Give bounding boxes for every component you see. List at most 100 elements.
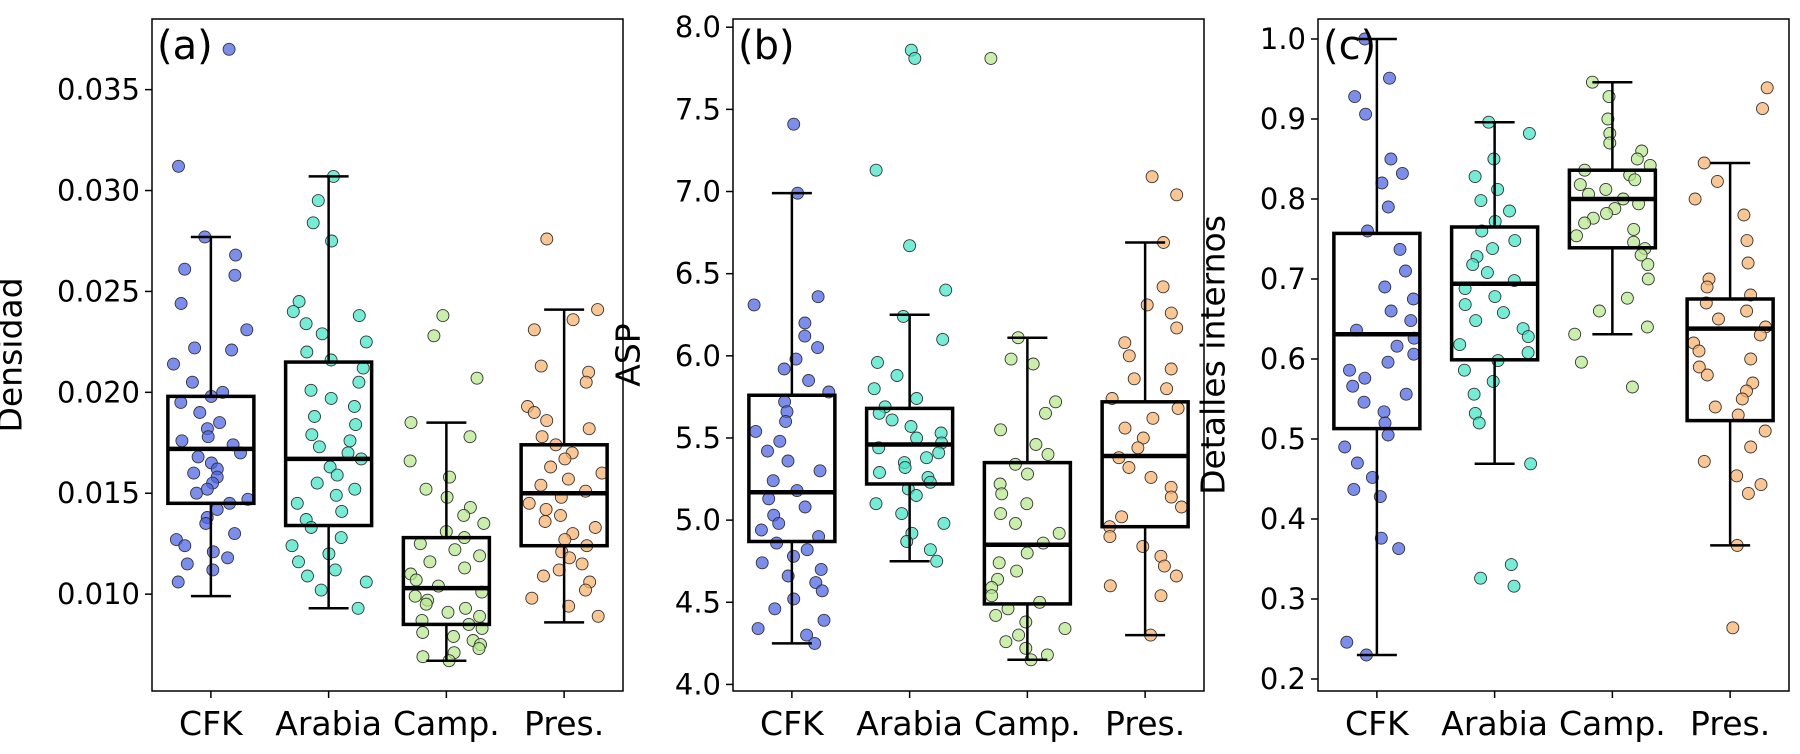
data-point [1164, 306, 1178, 320]
data-point [201, 430, 215, 444]
y-tick-label: 4.0 [675, 667, 721, 701]
data-point [334, 531, 348, 545]
data-point [910, 392, 924, 405]
data-point [534, 359, 548, 373]
data-point [1466, 258, 1480, 272]
data-point [413, 537, 427, 551]
data-point [404, 416, 418, 430]
data-point [188, 341, 202, 355]
data-point [588, 521, 602, 534]
y-tick-label: 0.7 [1260, 262, 1306, 296]
data-point [1692, 344, 1706, 358]
data-point [172, 159, 185, 173]
data-point [1343, 363, 1356, 377]
data-point [1744, 440, 1758, 454]
data-point [1381, 355, 1395, 369]
data-point [1406, 292, 1420, 306]
data-point [772, 516, 786, 530]
data-point [909, 489, 923, 502]
data-point [1474, 194, 1488, 208]
data-point [206, 563, 220, 577]
data-point [755, 556, 769, 570]
chart-panel-2: 4.0 4.5 5.0 5.5 6.0 6.5 7.0 7.5 8.0 CFK Arabia Camp… [609, 10, 1205, 743]
data-point [352, 309, 366, 323]
data-point [347, 400, 361, 413]
y-tick-label: 0.6 [1260, 342, 1306, 376]
data-point [562, 599, 576, 613]
data-point [579, 375, 593, 389]
data-point [1384, 304, 1398, 318]
chart-panel-3: 0.2 0.3 0.4 0.5 0.6 0.7 0.8 0.9 1.0 CFK Arabia Camp… [1194, 18, 1790, 743]
data-point [441, 605, 455, 619]
data-point [869, 163, 883, 177]
data-point [1019, 615, 1033, 629]
x-tick-label: Camp. [974, 704, 1081, 743]
box-Pres. [1685, 297, 1775, 423]
y-tick-label: 0.020 [57, 375, 140, 409]
data-point [910, 431, 924, 445]
data-point [1521, 346, 1535, 360]
data-point [1378, 280, 1392, 294]
data-point [1730, 469, 1744, 483]
data-point [1600, 206, 1613, 220]
data-point [1009, 516, 1022, 530]
data-point [311, 194, 325, 208]
x-tick-label: CFK [179, 704, 244, 743]
data-point [356, 361, 370, 375]
data-point [1627, 222, 1641, 236]
data-point [1404, 314, 1418, 328]
data-point [1012, 628, 1026, 642]
data-point [1136, 539, 1150, 553]
data-point [867, 382, 881, 396]
data-point [1399, 387, 1413, 401]
data-point [459, 601, 472, 615]
data-point [908, 51, 922, 65]
data-point [180, 557, 194, 571]
data-point [221, 551, 235, 565]
data-point [1570, 229, 1583, 243]
panel-label: (b) [738, 23, 795, 69]
data-point [1170, 321, 1184, 335]
data-point [222, 42, 236, 56]
data-point [1712, 312, 1725, 326]
data-point [885, 413, 899, 427]
data-point [1574, 355, 1588, 369]
data-point [419, 597, 433, 611]
data-point [1407, 347, 1421, 361]
data-point [175, 434, 189, 448]
x-tick-label: Arabia [1441, 704, 1548, 743]
data-point [540, 232, 554, 246]
data-point [903, 239, 917, 253]
data-point [1710, 174, 1724, 188]
data-point [1601, 112, 1615, 126]
data-point [304, 383, 318, 397]
data-point [800, 543, 814, 557]
data-point [1599, 182, 1613, 196]
data-point [1640, 320, 1654, 334]
data-point [579, 583, 592, 597]
chart-panel-1: 0.010 0.015 0.020 0.025 0.030 0.035 CFK Arabia C… [0, 18, 624, 743]
data-point [1377, 405, 1391, 419]
data-point [447, 630, 460, 643]
data-point [1171, 401, 1185, 415]
data-point [1688, 192, 1702, 206]
y-axis-title: Densidad [0, 277, 30, 432]
data-point [540, 414, 554, 428]
data-point [457, 508, 471, 522]
data-point [535, 430, 549, 444]
data-point [228, 527, 242, 541]
data-point [1021, 467, 1034, 481]
data-point [312, 440, 326, 454]
data-point [1592, 304, 1606, 318]
x-tick-label: Camp. [393, 704, 500, 743]
data-point [1508, 234, 1522, 248]
data-point [1103, 530, 1117, 544]
data-point [1486, 242, 1499, 256]
data-point [798, 500, 812, 514]
data-point [292, 555, 305, 569]
data-point [992, 556, 1006, 570]
data-point [191, 450, 205, 464]
data-point [178, 262, 192, 276]
x-tick-label: Arabia [856, 704, 963, 743]
data-point [416, 650, 430, 664]
